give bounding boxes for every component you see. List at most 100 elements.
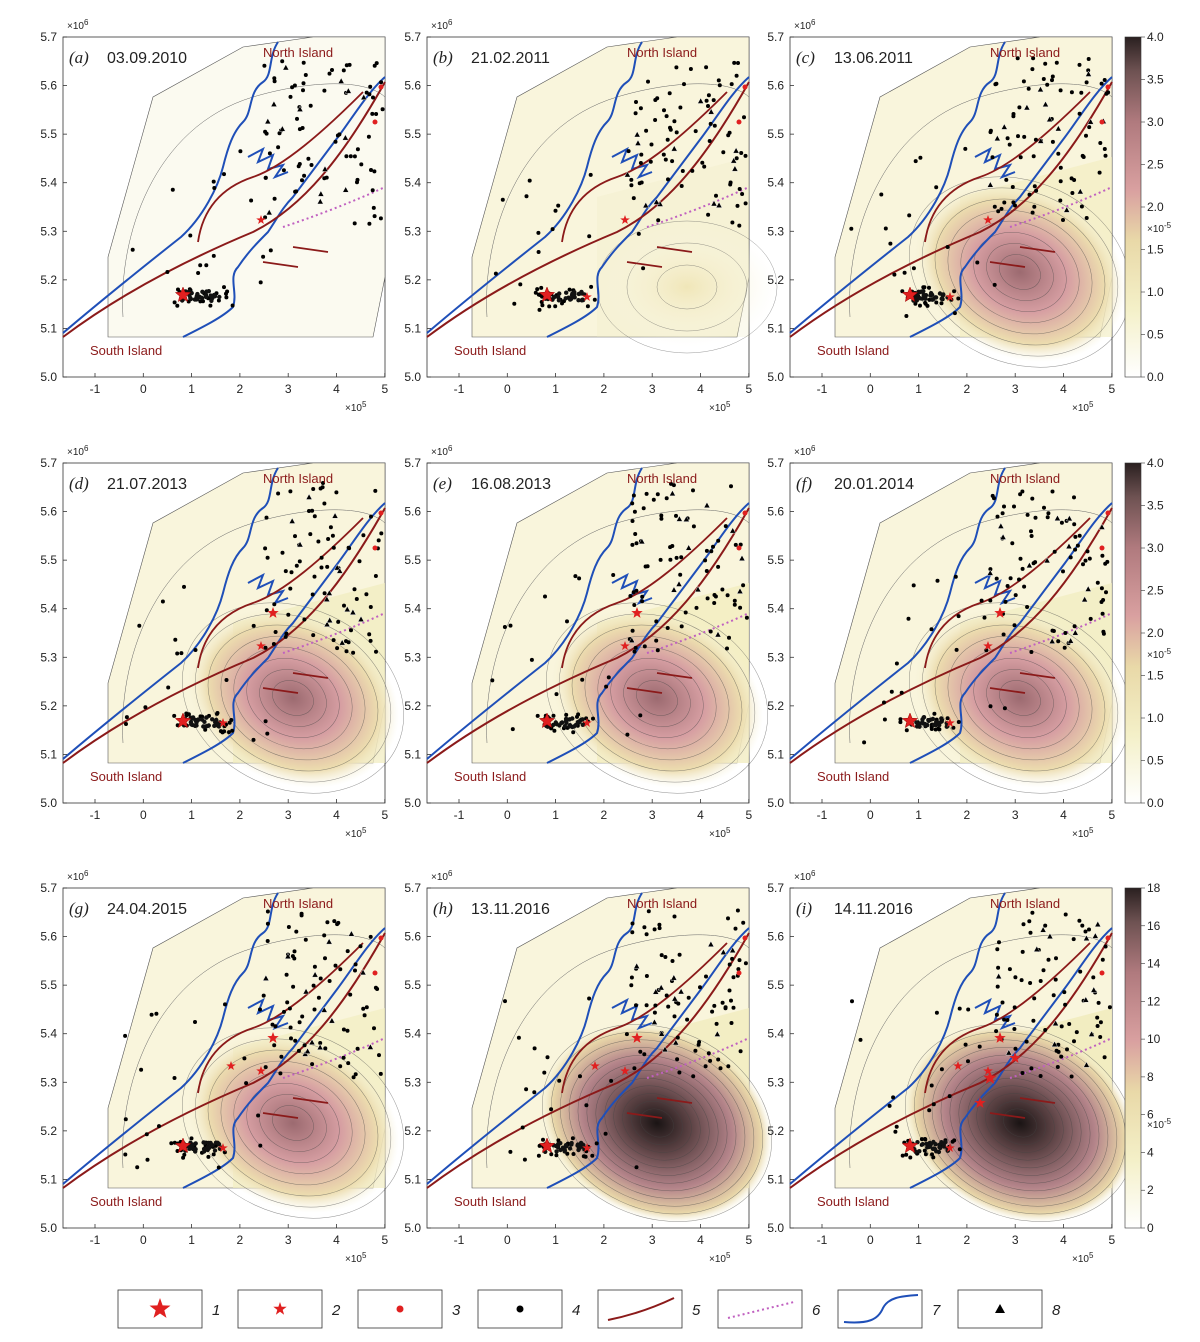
triangle-station — [316, 198, 324, 205]
x-tick-label: -1 — [454, 808, 465, 822]
strain-anomaly — [187, 1033, 399, 1213]
station-dot — [1000, 1000, 1005, 1005]
triangle-station — [1046, 115, 1053, 123]
station-dot — [966, 1007, 971, 1012]
station-dot — [733, 542, 738, 547]
station-dot — [1055, 1065, 1060, 1069]
station-dot — [1050, 78, 1054, 83]
station-dot — [223, 1002, 227, 1007]
y-exponent-power: 6 — [448, 869, 453, 878]
station-dot — [1069, 90, 1074, 95]
station-dot — [913, 159, 918, 164]
station-dot — [966, 1059, 970, 1064]
station-dot — [633, 111, 638, 116]
x-tick-label: 4 — [333, 382, 340, 396]
station-dot — [341, 1027, 346, 1032]
station-dot — [661, 152, 666, 157]
station-dot — [1087, 125, 1092, 130]
triangle-station — [730, 157, 738, 164]
station-dot — [725, 593, 730, 598]
station-dot — [585, 304, 590, 309]
colorbar-tick-label: 0.5 — [1147, 754, 1164, 768]
station-dot — [1013, 1046, 1018, 1051]
station-dot — [302, 1043, 307, 1048]
x-exponent: ×105 — [709, 1251, 731, 1265]
station-dot — [954, 647, 959, 652]
fault-line — [924, 91, 1091, 243]
station-dot — [175, 651, 180, 656]
fault-line — [62, 932, 386, 1189]
station-dot — [249, 198, 254, 203]
station-dot — [632, 603, 637, 607]
station-dot — [1054, 956, 1058, 961]
colorbar-tick-label: 4.0 — [1147, 456, 1164, 470]
station-dot — [975, 260, 980, 265]
station-dot — [1002, 1017, 1007, 1022]
station-dot — [629, 975, 634, 980]
red-dot — [1099, 970, 1105, 976]
station-dot — [224, 291, 228, 296]
station-dot — [1002, 200, 1007, 205]
station-dot — [1079, 204, 1084, 209]
x-tick-label: 4 — [1060, 808, 1067, 822]
triangle-station — [714, 1030, 721, 1037]
station-dot — [710, 1009, 715, 1014]
station-dot — [277, 131, 282, 136]
station-dot — [342, 603, 346, 608]
south-island-label: South Island — [90, 769, 162, 784]
station-dot — [678, 572, 683, 577]
station-dot — [1033, 560, 1038, 565]
colorbar-tick-label: 1.5 — [1147, 669, 1164, 683]
triangle-station — [729, 946, 737, 953]
station-dot — [312, 574, 317, 579]
station-dot — [330, 68, 334, 72]
station-dot — [349, 628, 353, 633]
station-dot — [333, 963, 338, 968]
station-dot — [882, 717, 887, 722]
station-dot — [271, 642, 276, 646]
station-dot — [557, 291, 562, 296]
station-dot — [1065, 1047, 1069, 1052]
station-dot — [716, 78, 721, 83]
station-dot — [554, 1149, 559, 1154]
station-dot — [657, 922, 662, 927]
triangle-station — [738, 554, 746, 561]
station-dot — [549, 1107, 554, 1112]
station-dot — [587, 234, 592, 239]
station-dot — [591, 716, 595, 721]
y-exponent: ×106 — [794, 869, 816, 883]
station-dot — [204, 715, 209, 720]
y-tick-label: 5.3 — [767, 1075, 784, 1089]
station-dot — [941, 1141, 946, 1147]
station-dot — [341, 1055, 346, 1060]
triangle-station — [357, 615, 365, 622]
station-dot — [263, 546, 268, 551]
station-dot — [1067, 1022, 1072, 1026]
station-dot — [570, 1136, 575, 1141]
small-star — [226, 1061, 236, 1070]
map-panel-e: North Island South Island (e) 16.08.2013 5.0… — [404, 444, 768, 840]
red-dot — [742, 935, 748, 941]
station-dot — [952, 1138, 957, 1143]
triangle-station — [323, 595, 331, 602]
station-dot — [263, 175, 268, 180]
x-exponent-power: 5 — [362, 400, 367, 409]
station-dot — [1103, 153, 1108, 158]
y-tick-label: 5.2 — [767, 699, 784, 713]
station-dot — [306, 156, 311, 161]
station-dot — [630, 501, 635, 506]
station-dot — [891, 1095, 896, 1100]
station-dot — [644, 128, 649, 133]
y-tick-label: 5.7 — [40, 881, 57, 895]
triangle-station — [997, 522, 1005, 529]
station-dot — [952, 289, 957, 294]
station-dot — [580, 297, 585, 302]
station-dot — [1074, 1030, 1079, 1035]
station-dot — [625, 732, 630, 737]
y-tick-label: 5.6 — [767, 930, 784, 944]
fault-line-icon — [607, 1297, 675, 1321]
station-dot — [653, 1003, 658, 1008]
y-tick-label: 5.7 — [40, 456, 57, 470]
station-dot — [215, 721, 220, 726]
x-tick-label: -1 — [90, 1233, 101, 1247]
